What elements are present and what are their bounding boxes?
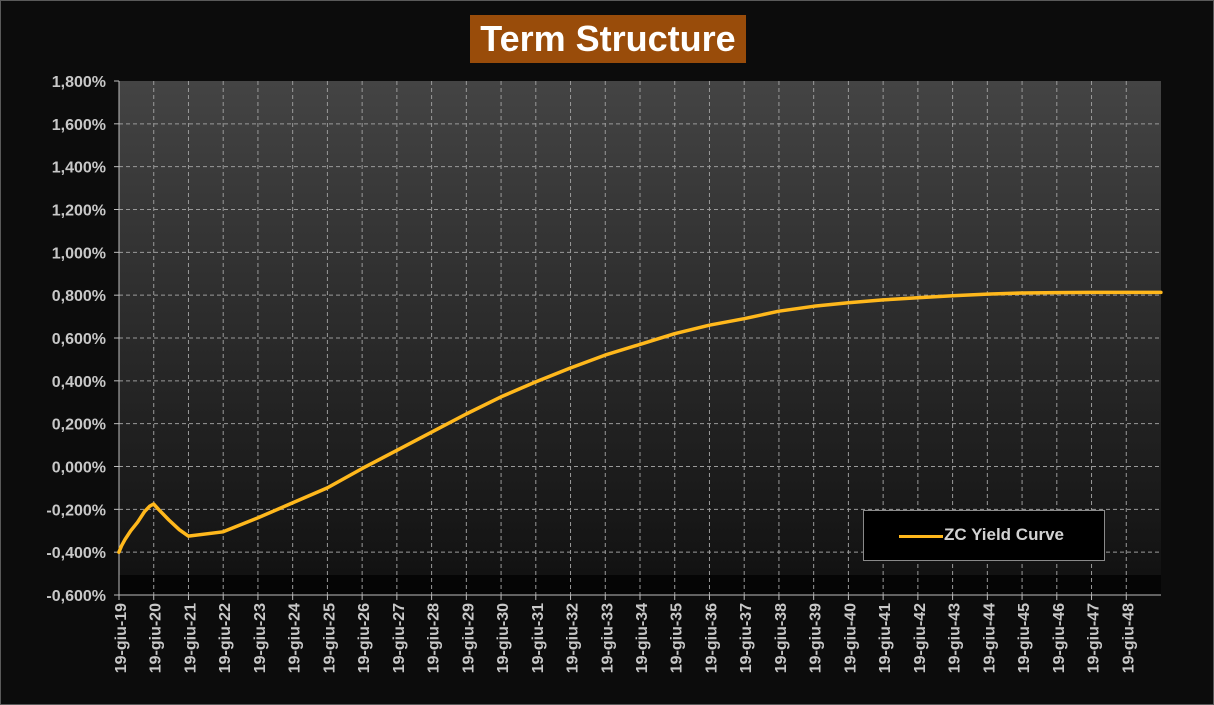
x-tick-label: 19-giu-24 — [287, 603, 304, 673]
x-tick-label: 19-giu-30 — [495, 603, 512, 673]
x-tick-label: 19-giu-27 — [391, 603, 408, 673]
x-tick-label: 19-giu-45 — [1016, 603, 1033, 673]
series-line-zc-yield-curve — [117, 290, 1163, 554]
x-tick-label: 19-giu-39 — [808, 603, 825, 673]
legend-swatch-zc-yield-curve — [899, 535, 943, 538]
x-tick-label: 19-giu-21 — [182, 603, 199, 673]
y-tick-label: 1,800% — [52, 74, 106, 91]
y-tick-label: 1,200% — [52, 203, 106, 220]
y-tick-label: 0,600% — [52, 331, 106, 348]
y-tick-label: -0,600% — [46, 588, 106, 605]
x-tick-label: 19-giu-41 — [877, 603, 894, 673]
y-tick-label: 1,600% — [52, 117, 106, 134]
y-axis-tick-labels: 1,800% 1,600% 1,400% 1,200% 1,000% 0,800% 0,60… — [46, 74, 106, 605]
y-tick-label: 1,400% — [52, 160, 106, 177]
x-tick-label: 19-giu-33 — [599, 603, 616, 673]
x-tick-label: 19-giu-38 — [773, 603, 790, 673]
x-tick-label: 19-giu-32 — [565, 603, 582, 673]
x-tick-label: 19-giu-40 — [842, 603, 859, 673]
x-tick-label: 19-giu-47 — [1086, 603, 1103, 673]
x-tick-label: 19-giu-36 — [703, 603, 720, 673]
x-axis-tick-labels: 19-giu-19 19-giu-20 19-giu-21 19-giu-22 19-g… — [113, 603, 1137, 673]
y-tick-label: 1,000% — [52, 245, 106, 262]
y-tick-label: 0,000% — [52, 460, 106, 477]
x-tick-label: 19-giu-22 — [217, 603, 234, 673]
y-tick-label: 0,400% — [52, 374, 106, 391]
series-lines — [117, 290, 1163, 554]
x-tick-label: 19-giu-19 — [113, 603, 130, 673]
x-tick-label: 19-giu-25 — [321, 603, 338, 673]
axes — [114, 80, 1161, 600]
x-tick-label: 19-giu-26 — [356, 603, 373, 673]
x-tick-label: 19-giu-29 — [460, 603, 477, 673]
x-tick-label: 19-giu-34 — [634, 603, 651, 673]
x-tick-label: 19-giu-43 — [947, 603, 964, 673]
y-tick-label: -0,200% — [46, 502, 106, 519]
x-tick-label: 19-giu-46 — [1051, 603, 1068, 673]
y-tick-label: -0,400% — [46, 545, 106, 562]
legend-label-zc-yield-curve: ZC Yield Curve — [944, 525, 1064, 544]
x-tick-label: 19-giu-20 — [148, 603, 165, 673]
y-tick-label: 0,800% — [52, 288, 106, 305]
x-tick-label: 19-giu-48 — [1120, 603, 1137, 673]
x-tick-label: 19-giu-31 — [530, 603, 547, 673]
x-tick-label: 19-giu-28 — [426, 603, 443, 673]
x-tick-label: 19-giu-42 — [912, 603, 929, 673]
x-tick-label: 19-giu-44 — [981, 603, 998, 673]
chart-title: Term Structure — [470, 15, 746, 63]
y-tick-label: 0,200% — [52, 417, 106, 434]
x-tick-label: 19-giu-37 — [738, 603, 755, 673]
x-tick-label: 19-giu-23 — [252, 603, 269, 673]
x-tick-label: 19-giu-35 — [669, 603, 686, 673]
legend: ZC Yield Curve — [863, 510, 1105, 561]
